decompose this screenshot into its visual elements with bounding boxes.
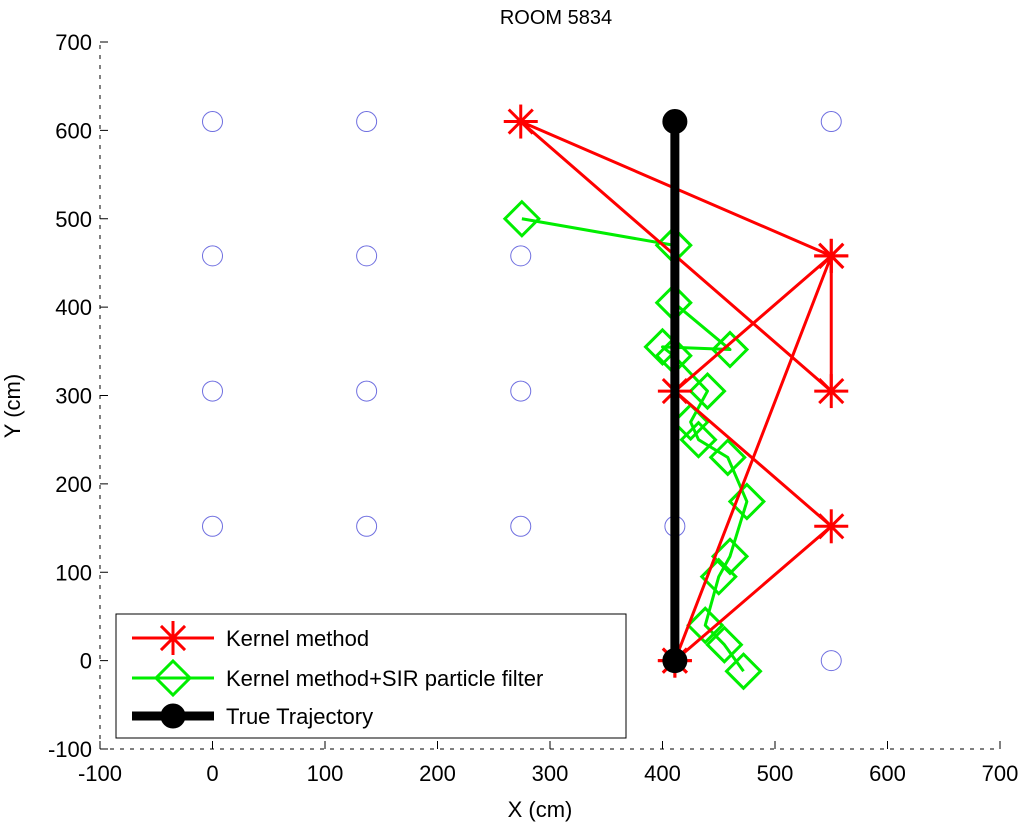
chart-title: ROOM 5834 bbox=[500, 7, 612, 29]
star-stroke bbox=[818, 242, 845, 269]
legend-entry: True Trajectory bbox=[132, 703, 373, 729]
diamond-marker bbox=[708, 438, 747, 477]
reference-point bbox=[356, 380, 378, 402]
reference-point bbox=[356, 515, 378, 537]
reference-point bbox=[820, 111, 842, 133]
star-marker bbox=[503, 104, 538, 139]
x-tick-label: 600 bbox=[869, 761, 906, 786]
x-tick-label: 300 bbox=[532, 761, 569, 786]
y-tick-label: 100 bbox=[55, 560, 92, 585]
diamond-marker bbox=[688, 371, 727, 411]
reference-point bbox=[202, 111, 223, 133]
legend: Kernel method Kernel method+SIR particle … bbox=[115, 613, 627, 739]
diamond-marker bbox=[727, 482, 766, 521]
reference-point bbox=[510, 245, 532, 267]
reference-point bbox=[510, 515, 532, 537]
reference-point bbox=[202, 380, 223, 402]
legend-label: True Trajectory bbox=[226, 704, 373, 729]
reference-point bbox=[356, 111, 378, 133]
reference-point bbox=[202, 245, 223, 267]
y-tick-label: 500 bbox=[55, 207, 92, 232]
star-stroke bbox=[507, 108, 534, 135]
legend-entry: Kernel method+SIR particle filter bbox=[132, 658, 543, 698]
reference-point bbox=[356, 245, 378, 267]
circle-marker bbox=[662, 109, 688, 135]
reference-point bbox=[202, 515, 223, 537]
reference-point bbox=[820, 650, 842, 672]
star-marker bbox=[814, 509, 849, 544]
series-line bbox=[519, 120, 833, 662]
axes: -100 0 100 200 300 400 500 600 700 -100 0 100 200 300… bbox=[48, 30, 1018, 786]
x-tick-label: -100 bbox=[78, 761, 122, 786]
star-stroke bbox=[818, 513, 845, 540]
series-true-trajectory bbox=[662, 109, 688, 674]
x-tick-label: 200 bbox=[419, 761, 456, 786]
diamond-marker bbox=[502, 199, 541, 238]
x-tick-label: 400 bbox=[644, 761, 681, 786]
series-layer bbox=[502, 104, 849, 691]
diamond-marker bbox=[724, 652, 763, 691]
star-marker bbox=[814, 374, 849, 409]
y-tick-label: 0 bbox=[80, 649, 92, 674]
y-tick-label: 600 bbox=[55, 118, 92, 143]
x-tick-label: 100 bbox=[307, 761, 344, 786]
star-marker bbox=[156, 621, 190, 655]
diamond-marker bbox=[153, 658, 193, 698]
diamond-marker bbox=[710, 330, 750, 369]
reference-points bbox=[202, 111, 842, 672]
x-tick-label: 700 bbox=[982, 761, 1019, 786]
y-tick-label: -100 bbox=[48, 737, 92, 762]
legend-entry: Kernel method bbox=[132, 621, 369, 655]
y-tick-label: 400 bbox=[55, 295, 92, 320]
star-marker bbox=[814, 238, 849, 273]
legend-label: Kernel method+SIR particle filter bbox=[226, 666, 543, 691]
diamond-marker bbox=[699, 557, 738, 596]
series-line bbox=[521, 217, 749, 673]
x-tick-label: 0 bbox=[206, 761, 218, 786]
x-tick-label: 500 bbox=[757, 761, 794, 786]
y-tick-label: 300 bbox=[55, 384, 92, 409]
y-axis-label: Y (cm) bbox=[0, 374, 25, 438]
diamond-marker bbox=[705, 625, 744, 664]
x-axis-label: X (cm) bbox=[508, 797, 573, 822]
star-stroke bbox=[818, 377, 845, 405]
y-tick-label: 700 bbox=[55, 30, 92, 55]
reference-point bbox=[510, 380, 532, 402]
legend-label: Kernel method bbox=[226, 626, 369, 651]
circle-marker bbox=[160, 703, 186, 729]
diamond-marker bbox=[686, 606, 725, 645]
y-tick-label: 200 bbox=[55, 472, 92, 497]
star-stroke bbox=[159, 624, 187, 652]
circle-marker bbox=[662, 648, 688, 674]
